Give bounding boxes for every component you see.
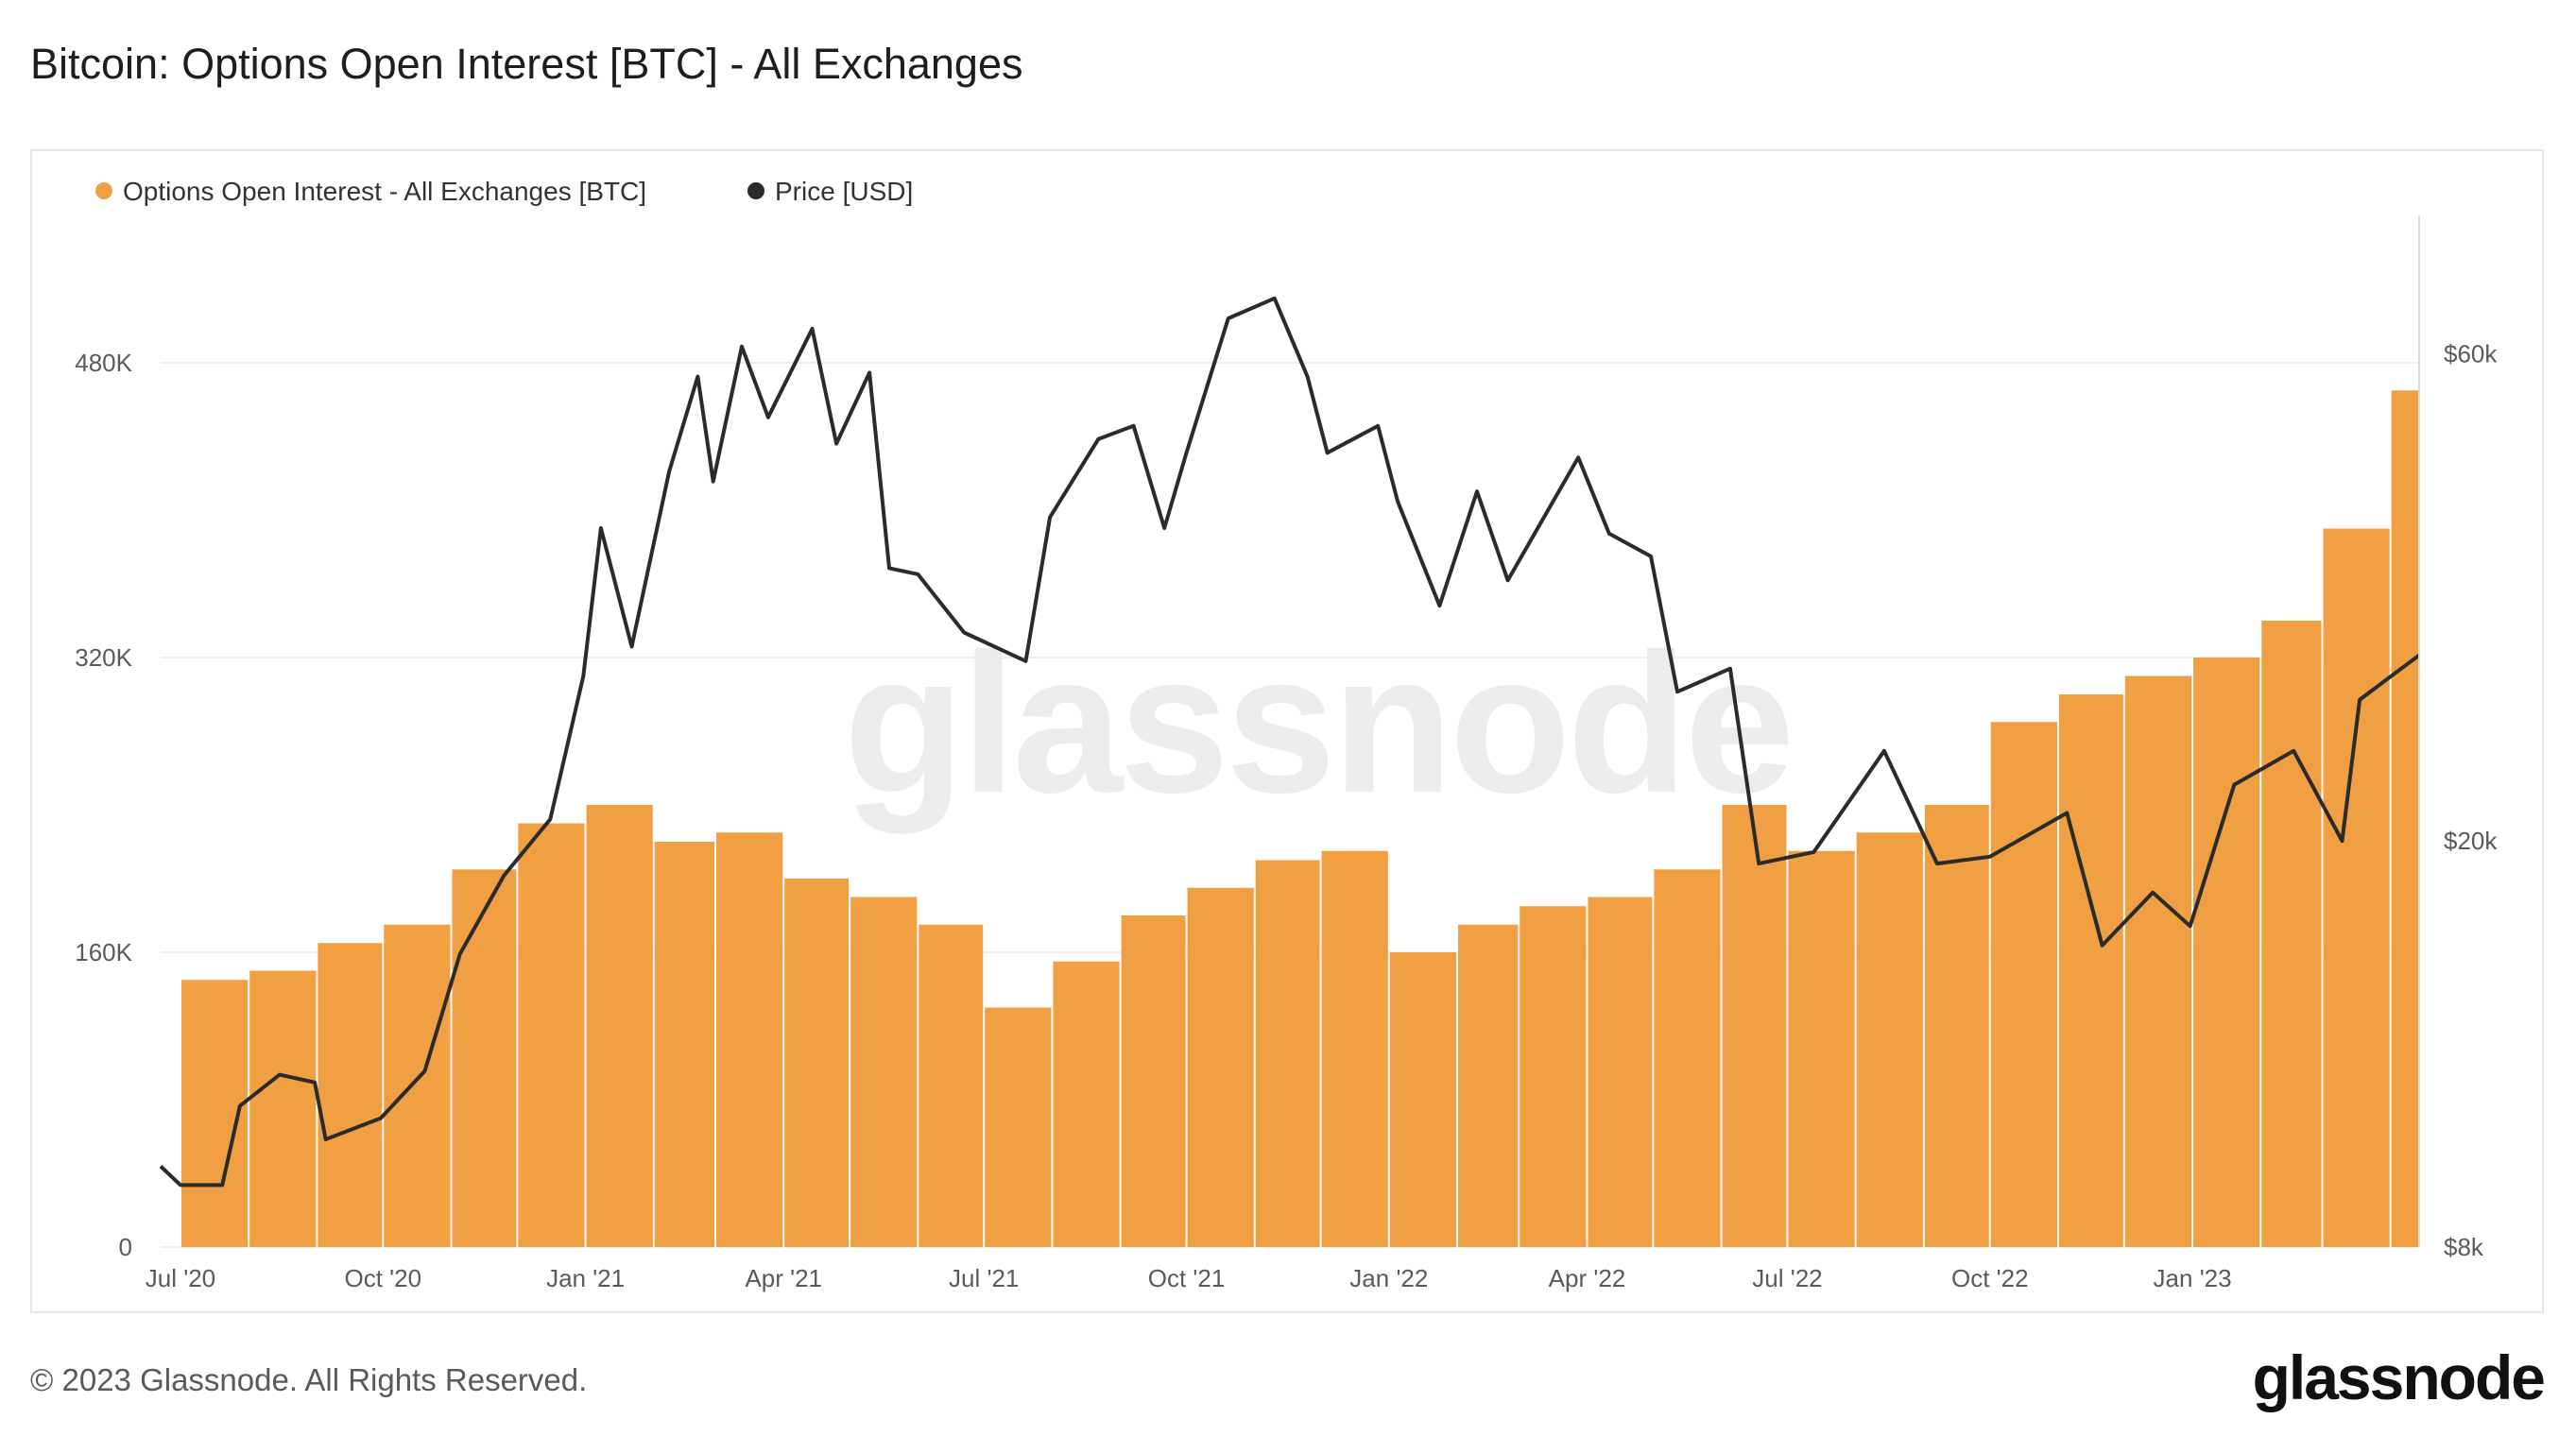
- chart-svg[interactable]: glassnode 0 160K 320K 480K $8k $20k $60k Jul '2…: [32, 151, 2542, 1311]
- oi-bar: [1520, 906, 1587, 1247]
- oi-bar: [452, 869, 517, 1247]
- chart-card: glassnode 0 160K 320K 480K $8k $20k $60k Jul '2…: [30, 149, 2544, 1313]
- oi-bar: [985, 1007, 1052, 1247]
- x-tick-label: Jan '22: [1349, 1264, 1428, 1292]
- x-tick-label: Jan '23: [2154, 1264, 2232, 1292]
- oi-bar: [1458, 924, 1519, 1247]
- glassnode-logo[interactable]: glassnode: [2252, 1342, 2546, 1412]
- oi-bar: [2124, 675, 2192, 1247]
- oi-bar: [1187, 887, 1254, 1247]
- oi-bar: [850, 897, 918, 1247]
- x-tick-label: Jan '21: [546, 1264, 625, 1292]
- oi-bar: [1121, 915, 1186, 1247]
- x-tick-label: Apr '21: [745, 1264, 822, 1292]
- oi-bar: [2323, 528, 2390, 1247]
- oi-bars: [180, 390, 2418, 1247]
- legend: Options Open Interest - All Exchanges [B…: [95, 177, 913, 206]
- oi-bar: [249, 970, 317, 1247]
- price-line: [159, 296, 2421, 1188]
- oi-bar: [654, 842, 715, 1247]
- y-right-tick-label: $60k: [2444, 340, 2498, 368]
- oi-bar: [1053, 961, 1120, 1247]
- y-left-tick-label: 0: [119, 1233, 132, 1261]
- oi-bar: [518, 823, 585, 1247]
- oi-bar: [1990, 722, 2057, 1247]
- oi-bar: [716, 832, 783, 1247]
- x-tick-label: Jul '21: [949, 1264, 1019, 1292]
- oi-bar: [2193, 658, 2260, 1247]
- price-series-line: [159, 296, 2421, 1188]
- oi-bar: [919, 924, 984, 1247]
- oi-bar: [1389, 952, 1457, 1247]
- oi-bar: [2058, 694, 2123, 1247]
- oi-bar: [1255, 860, 1320, 1247]
- y-left-tick-label: 320K: [75, 643, 132, 672]
- x-tick-label: Jul '20: [146, 1264, 215, 1292]
- legend-label: Price [USD]: [775, 177, 913, 206]
- oi-bar: [784, 879, 850, 1247]
- y-left-tick-label: 160K: [75, 938, 132, 966]
- watermark: glassnode: [844, 612, 1792, 834]
- page-title: Bitcoin: Options Open Interest [BTC] - A…: [30, 40, 1023, 88]
- legend-label: Options Open Interest - All Exchanges [B…: [123, 177, 646, 206]
- oi-bar: [2391, 390, 2418, 1247]
- x-tick-label: Oct '20: [344, 1264, 421, 1292]
- oi-bar: [318, 943, 383, 1247]
- x-tick-label: Oct '22: [1951, 1264, 2029, 1292]
- oi-bar: [384, 924, 451, 1247]
- oi-bar: [1856, 832, 1923, 1247]
- x-tick-label: Apr '22: [1549, 1264, 1626, 1292]
- oi-bar: [1788, 850, 1855, 1247]
- legend-dot: [747, 182, 764, 199]
- oi-bar: [1654, 869, 1721, 1247]
- oi-bar: [1722, 805, 1787, 1247]
- y-left-tick-label: 480K: [75, 349, 132, 377]
- oi-bar: [1321, 850, 1388, 1247]
- x-tick-label: Oct '21: [1148, 1264, 1226, 1292]
- axis-ticks: 0 160K 320K 480K $8k $20k $60k Jul '20 Oct '20 Ja…: [75, 340, 2498, 1292]
- y-right-tick-label: $8k: [2444, 1233, 2484, 1261]
- oi-bar: [2261, 621, 2322, 1247]
- x-tick-label: Jul '22: [1752, 1264, 1822, 1292]
- y-right-tick-label: $20k: [2444, 827, 2498, 855]
- copyright-text: © 2023 Glassnode. All Rights Reserved.: [30, 1362, 588, 1397]
- legend-dot: [95, 182, 112, 199]
- oi-bar: [1588, 897, 1653, 1247]
- oi-bar: [1924, 805, 1989, 1247]
- oi-bar: [586, 805, 653, 1247]
